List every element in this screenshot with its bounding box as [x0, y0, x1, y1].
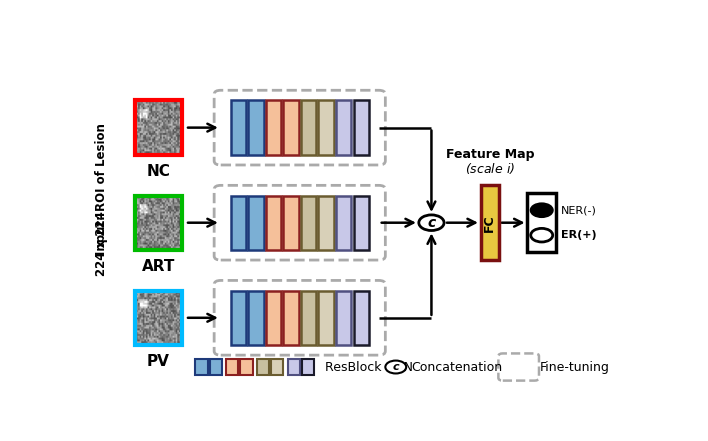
FancyBboxPatch shape: [353, 101, 369, 155]
FancyBboxPatch shape: [227, 359, 239, 375]
Text: FC: FC: [484, 214, 496, 232]
FancyBboxPatch shape: [353, 195, 369, 250]
FancyBboxPatch shape: [231, 291, 246, 345]
FancyBboxPatch shape: [249, 101, 263, 155]
FancyBboxPatch shape: [231, 195, 246, 250]
FancyBboxPatch shape: [257, 359, 269, 375]
Text: Input: ROI of Lesion: Input: ROI of Lesion: [95, 123, 108, 255]
Text: ResBlock CNN: ResBlock CNN: [325, 361, 413, 374]
FancyBboxPatch shape: [319, 101, 333, 155]
Text: (scale $i$): (scale $i$): [465, 161, 515, 176]
Text: ART: ART: [142, 259, 175, 274]
FancyBboxPatch shape: [283, 101, 299, 155]
FancyBboxPatch shape: [301, 195, 316, 250]
FancyBboxPatch shape: [302, 359, 314, 375]
FancyBboxPatch shape: [231, 101, 246, 155]
Text: c: c: [428, 216, 435, 230]
FancyBboxPatch shape: [353, 291, 369, 345]
FancyBboxPatch shape: [287, 359, 299, 375]
FancyBboxPatch shape: [271, 359, 283, 375]
FancyBboxPatch shape: [301, 291, 316, 345]
Text: NC: NC: [147, 164, 171, 179]
FancyBboxPatch shape: [319, 195, 333, 250]
FancyBboxPatch shape: [301, 101, 316, 155]
FancyBboxPatch shape: [283, 291, 299, 345]
FancyBboxPatch shape: [319, 291, 333, 345]
FancyBboxPatch shape: [336, 195, 351, 250]
FancyBboxPatch shape: [527, 193, 556, 252]
FancyBboxPatch shape: [249, 291, 263, 345]
Circle shape: [419, 215, 444, 231]
FancyBboxPatch shape: [481, 185, 499, 260]
Text: Concatenation: Concatenation: [411, 361, 502, 374]
Circle shape: [531, 228, 553, 242]
FancyBboxPatch shape: [249, 195, 263, 250]
FancyBboxPatch shape: [266, 291, 281, 345]
FancyBboxPatch shape: [336, 291, 351, 345]
FancyBboxPatch shape: [195, 359, 207, 375]
Text: PV: PV: [147, 354, 170, 369]
Circle shape: [385, 361, 406, 374]
Text: 224 x 224: 224 x 224: [95, 211, 108, 276]
FancyBboxPatch shape: [336, 101, 351, 155]
Text: Feature Map: Feature Map: [445, 148, 534, 161]
Text: ER(+): ER(+): [561, 230, 597, 240]
Circle shape: [531, 203, 553, 217]
FancyBboxPatch shape: [266, 101, 281, 155]
Text: c: c: [392, 362, 399, 372]
FancyBboxPatch shape: [241, 359, 253, 375]
Text: NER(-): NER(-): [561, 205, 597, 215]
FancyBboxPatch shape: [283, 195, 299, 250]
FancyBboxPatch shape: [266, 195, 281, 250]
Text: Fine-tuning: Fine-tuning: [539, 361, 610, 374]
FancyBboxPatch shape: [210, 359, 222, 375]
